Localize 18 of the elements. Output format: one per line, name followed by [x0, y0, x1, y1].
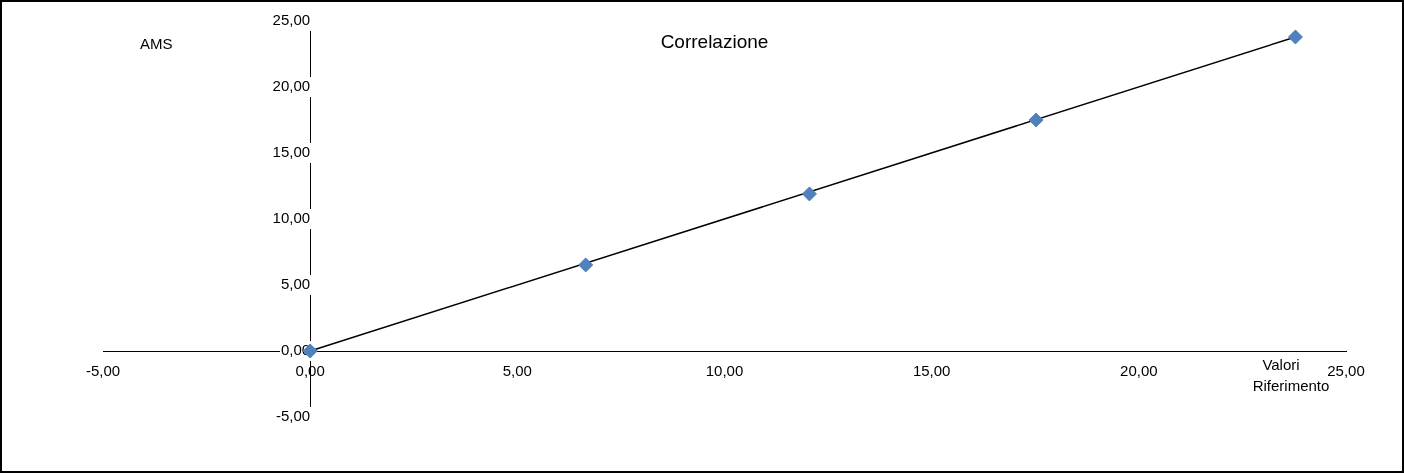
point [578, 257, 594, 273]
x-tick-label: 15,00 [912, 362, 951, 380]
x-tick-label: 5,00 [502, 362, 532, 380]
x-tick-label: 10,00 [705, 362, 744, 380]
x-tick-label: 25,00 [1327, 362, 1365, 380]
y-tick-label: -5,00 [275, 407, 311, 425]
y-tick-label: 10,00 [272, 209, 311, 227]
y-axis-title: AMS [140, 35, 173, 53]
y-tick-label: 20,00 [272, 77, 311, 95]
x-tick-label: 20,00 [1120, 362, 1158, 380]
point [1287, 29, 1303, 45]
x-tick-label: -5,00 [85, 362, 121, 380]
y-tick-label: 25,00 [272, 11, 311, 29]
y-tick-label: 5,00 [280, 275, 311, 293]
point [801, 186, 817, 202]
point [1028, 112, 1044, 128]
text: Correlazione [660, 31, 769, 53]
y-tick-label: 15,00 [272, 143, 311, 161]
